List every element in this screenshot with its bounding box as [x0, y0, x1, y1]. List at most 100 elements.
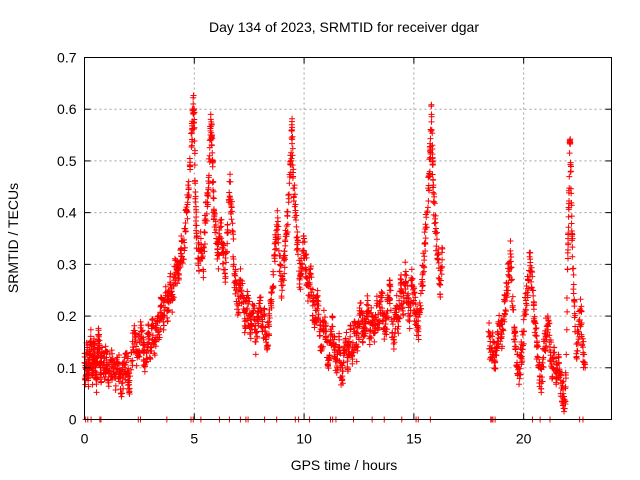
data-point — [569, 253, 576, 260]
data-point — [122, 376, 129, 383]
data-point — [87, 326, 94, 333]
data-point — [344, 342, 351, 349]
data-point — [366, 341, 373, 348]
plot-frame — [84, 57, 612, 420]
data-point — [419, 287, 426, 294]
data-point — [164, 314, 171, 321]
data-point — [292, 201, 299, 208]
data-point — [149, 332, 156, 339]
data-point — [211, 212, 218, 219]
data-point — [538, 389, 545, 396]
data-point — [281, 252, 288, 259]
data-point — [167, 273, 174, 280]
data-point — [518, 359, 525, 366]
data-point — [402, 268, 409, 275]
data-point — [571, 314, 578, 321]
data-point — [200, 274, 207, 281]
axis-ticks — [84, 57, 612, 420]
y-tick-label: 0.4 — [57, 205, 77, 221]
data-point — [387, 281, 394, 288]
data-point — [429, 184, 436, 191]
data-point — [533, 325, 540, 332]
data-point — [252, 338, 259, 345]
data-point — [138, 328, 145, 335]
data-point — [241, 329, 248, 336]
data-point — [319, 345, 326, 352]
data-point — [301, 238, 308, 245]
data-point — [127, 373, 134, 380]
data-point — [349, 356, 356, 363]
data-point — [395, 315, 402, 322]
data-point — [497, 334, 504, 341]
data-point — [512, 329, 519, 336]
data-point — [214, 245, 221, 252]
data-point — [152, 337, 159, 344]
data-point — [279, 282, 286, 289]
data-point — [545, 318, 552, 325]
data-point — [520, 340, 527, 347]
data-point — [390, 336, 397, 343]
data-point — [222, 250, 229, 257]
data-point — [427, 135, 434, 142]
data-point — [227, 178, 234, 185]
data-point — [229, 227, 236, 234]
data-point — [504, 290, 511, 297]
x-tick-labels: 0 5 10 15 20 — [81, 431, 532, 447]
data-point — [191, 161, 198, 168]
data-point — [532, 320, 539, 327]
data-point — [336, 330, 343, 337]
y-tick-label: 0.2 — [57, 308, 77, 324]
data-point — [351, 319, 358, 326]
data-point — [563, 326, 570, 333]
data-point — [438, 271, 445, 278]
data-point — [509, 293, 516, 300]
x-tick-label: 20 — [516, 431, 532, 447]
data-point — [507, 238, 514, 245]
data-point — [354, 330, 361, 337]
data-point — [429, 161, 436, 168]
data-point — [578, 303, 585, 310]
data-point — [257, 294, 264, 301]
data-point — [398, 293, 405, 300]
data-point — [174, 280, 181, 287]
data-point — [123, 359, 130, 366]
data-point — [345, 348, 352, 355]
data-point — [565, 213, 572, 220]
data-point — [237, 265, 244, 272]
data-point — [359, 312, 366, 319]
data-point — [264, 342, 271, 349]
data-point — [327, 338, 334, 345]
data-point — [235, 288, 242, 295]
data-point — [301, 235, 308, 242]
data-point — [286, 180, 293, 187]
data-point — [253, 329, 260, 336]
data-point — [579, 341, 586, 348]
y-tick-label: 0.1 — [57, 360, 77, 376]
data-point — [118, 380, 125, 387]
data-point — [486, 320, 493, 327]
data-point — [132, 334, 139, 341]
data-point — [492, 365, 499, 372]
data-point — [210, 194, 217, 201]
data-point — [217, 224, 224, 231]
data-point — [391, 333, 398, 340]
data-point — [90, 335, 97, 342]
data-point — [577, 296, 584, 303]
data-point — [418, 305, 425, 312]
data-point — [439, 256, 446, 263]
data-point — [185, 194, 192, 201]
data-point — [344, 368, 351, 375]
data-point — [227, 171, 234, 178]
data-point — [560, 378, 567, 385]
data-point — [569, 244, 576, 251]
data-point — [523, 283, 530, 290]
data-point — [414, 327, 421, 334]
data-point — [191, 177, 198, 184]
data-point — [426, 187, 433, 194]
data-point — [502, 306, 509, 313]
data-point — [291, 191, 298, 198]
data-point — [393, 292, 400, 299]
data-point — [299, 260, 306, 267]
data-point — [518, 346, 525, 353]
x-tick-label: 0 — [81, 431, 89, 447]
